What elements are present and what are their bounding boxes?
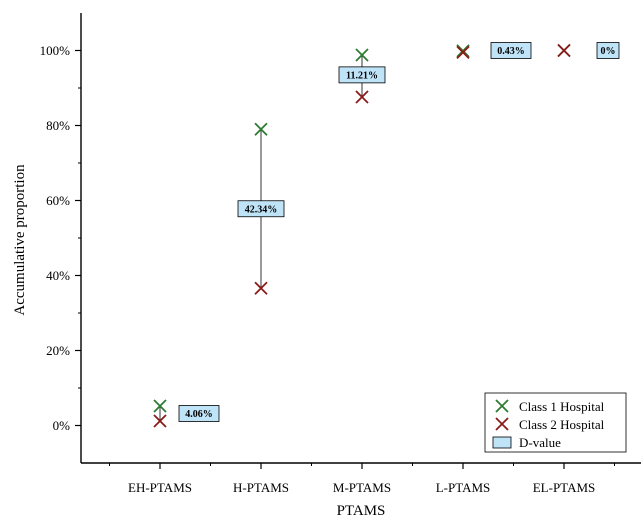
dvalue-label: 0%: [596, 42, 620, 59]
dvalue-label-box: [237, 200, 285, 218]
dvalue-label: 4.06%: [178, 405, 220, 422]
dvalue-label-box: [490, 42, 532, 59]
y-axis-title: Accumulative proportion: [12, 164, 28, 316]
dvalue-label-box: [178, 405, 220, 422]
class2-point: [153, 414, 167, 428]
dvalue-label-box: [338, 66, 386, 84]
x-axis-title: PTAMS: [337, 503, 386, 519]
legend: Class 1 Hospital Class 2 Hospital D-valu…: [484, 392, 627, 453]
legend-class2-label: Class 2 Hospital: [519, 417, 605, 432]
y-tick-label: 60%: [46, 193, 70, 208]
x-tick-label: EH-PTAMS: [128, 480, 192, 495]
legend-class1-label: Class 1 Hospital: [519, 399, 605, 414]
y-tick-label: 80%: [46, 118, 70, 133]
class2-point: [456, 45, 470, 60]
dvalue-label: 11.21%: [338, 66, 386, 84]
legend-dvalue-label: D-value: [519, 435, 561, 450]
class2-point: [355, 90, 369, 104]
class1-point: [153, 399, 167, 413]
x-tick-label: L-PTAMS: [436, 480, 491, 495]
dvalue-label-text: 4.06%: [185, 409, 213, 420]
axis-ticks: 0% 20% 40% 60% 80% 100% EH-PTAMS H-PTAMS M-PTAMS…: [40, 43, 615, 495]
class2-point: [557, 43, 571, 58]
x-tick-label: EL-PTAMS: [533, 480, 596, 495]
legend-class1-marker: [495, 399, 509, 413]
dvalue-connectors: [159, 50, 464, 421]
legend-class2-marker: [495, 417, 509, 431]
dvalue-label-text: 11.21%: [346, 70, 378, 81]
class1-point: [254, 122, 268, 136]
dvalue-label-text: 0.43%: [497, 46, 525, 57]
legend-item-class1: Class 1 Hospital: [495, 399, 605, 414]
y-tick-label: 40%: [46, 268, 70, 283]
dvalue-label: 42.34%: [237, 200, 285, 218]
y-tick-label: 0%: [53, 418, 71, 433]
y-tick-label: 20%: [46, 343, 70, 358]
class1-point: [456, 44, 470, 58]
dvalue-label-text: 0%: [601, 46, 616, 57]
dvalue-labels: 4.06% 42.34% 11.21% 0.43% 0%: [178, 42, 620, 422]
y-tick-label: 100%: [40, 43, 71, 58]
class1-point: [355, 48, 369, 62]
class2-point: [254, 281, 268, 295]
x-tick-label: M-PTAMS: [333, 480, 391, 495]
legend-item-class2: Class 2 Hospital: [495, 417, 605, 432]
dvalue-label-box: [596, 42, 620, 59]
x-tick-label: H-PTAMS: [233, 480, 289, 495]
data-points: [153, 43, 571, 428]
legend-dvalue-swatch: [492, 436, 512, 449]
dvalue-label-text: 42.34%: [245, 204, 278, 215]
legend-item-dvalue: D-value: [492, 435, 561, 450]
dvalue-label: 0.43%: [490, 42, 532, 59]
